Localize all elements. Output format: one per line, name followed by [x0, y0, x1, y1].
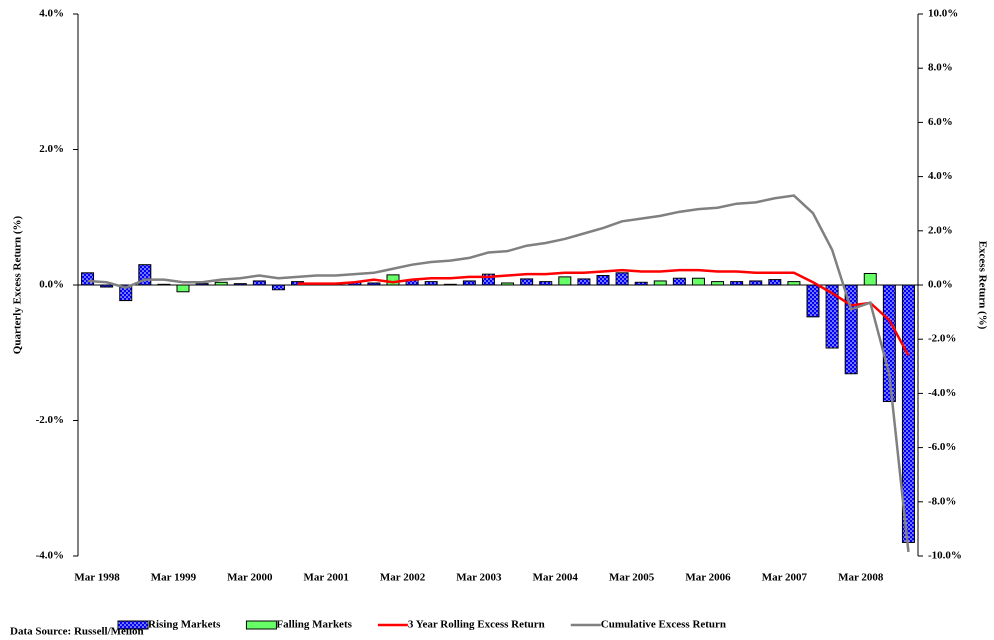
bar: [233, 283, 247, 286]
x-tick-label: Mar 2006: [685, 572, 731, 584]
y2-tick-label: -4.0%: [928, 387, 956, 399]
y2-tick-label: 10.0%: [928, 8, 958, 20]
legend-label: Cumulative Excess Return: [601, 619, 726, 631]
bar: [501, 282, 515, 286]
bar: [81, 272, 95, 286]
bar: [863, 272, 877, 286]
bar: [100, 284, 114, 288]
bar: [176, 284, 190, 293]
bar: [882, 284, 896, 403]
bar: [481, 273, 495, 286]
y2-tick-label: -8.0%: [928, 495, 956, 507]
bar: [711, 281, 725, 286]
y-tick-label: 4.0%: [39, 8, 64, 20]
x-tick-label: Mar 2003: [456, 572, 502, 584]
legend-label: 3 Year Rolling Excess Return: [408, 619, 545, 631]
bar: [462, 280, 476, 286]
y2-tick-label: 8.0%: [928, 62, 953, 74]
bar: [634, 281, 648, 286]
bar: [577, 278, 591, 286]
y2-tick-label: 2.0%: [928, 224, 953, 236]
bar: [672, 277, 686, 286]
x-tick-label: Mar 2005: [609, 572, 655, 584]
legend-label: Rising Markets: [148, 619, 221, 631]
y-tick-label: 2.0%: [39, 143, 64, 155]
x-tick-label: Mar 2007: [762, 572, 808, 584]
x-tick-label: Mar 1998: [74, 572, 120, 584]
y2-axis-title: Excess Return (%): [976, 241, 988, 330]
bar: [749, 280, 763, 286]
y2-tick-label: 0.0%: [928, 279, 953, 291]
legend-swatch: [245, 620, 277, 630]
bar: [730, 281, 744, 286]
bar: [520, 278, 534, 286]
x-tick-label: Mar 2000: [227, 572, 273, 584]
line: [87, 194, 910, 553]
bar: [558, 276, 572, 286]
bar: [443, 283, 457, 286]
x-tick-label: Mar 1999: [151, 572, 197, 584]
bar: [768, 279, 782, 286]
bar: [653, 280, 667, 286]
x-tick-label: Mar 2008: [838, 572, 884, 584]
bar: [825, 284, 839, 349]
y-tick-label: -2.0%: [36, 414, 64, 426]
y-axis-title: Quarterly Excess Return (%): [12, 215, 24, 354]
bar: [596, 275, 610, 286]
x-tick-label: Mar 2002: [380, 572, 426, 584]
y-tick-label: -4.0%: [36, 550, 64, 562]
y2-tick-label: -6.0%: [928, 441, 956, 453]
bar: [214, 281, 228, 286]
bar: [787, 281, 801, 286]
bar: [367, 282, 381, 286]
line: [297, 268, 910, 357]
bar: [252, 280, 266, 286]
x-tick-label: Mar 2004: [533, 572, 579, 584]
bar: [539, 281, 553, 286]
bar: [806, 284, 820, 318]
x-tick-label: Mar 2001: [304, 572, 349, 584]
source-note: Data Source: Russell/Mellon: [10, 626, 144, 638]
bar: [157, 283, 171, 286]
legend-label: Falling Markets: [276, 619, 352, 631]
bar: [386, 274, 400, 286]
bar: [615, 272, 629, 286]
y-tick-label: 0.0%: [39, 279, 64, 291]
legend-swatch: [117, 620, 149, 630]
y2-tick-label: 6.0%: [928, 116, 953, 128]
bar: [691, 277, 705, 286]
bar: [119, 284, 133, 302]
y2-tick-label: 4.0%: [928, 170, 953, 182]
bar: [424, 281, 438, 286]
y2-tick-label: -10.0%: [928, 550, 962, 562]
bar: [195, 283, 209, 286]
y2-tick-label: -2.0%: [928, 333, 956, 345]
bar: [271, 284, 285, 291]
